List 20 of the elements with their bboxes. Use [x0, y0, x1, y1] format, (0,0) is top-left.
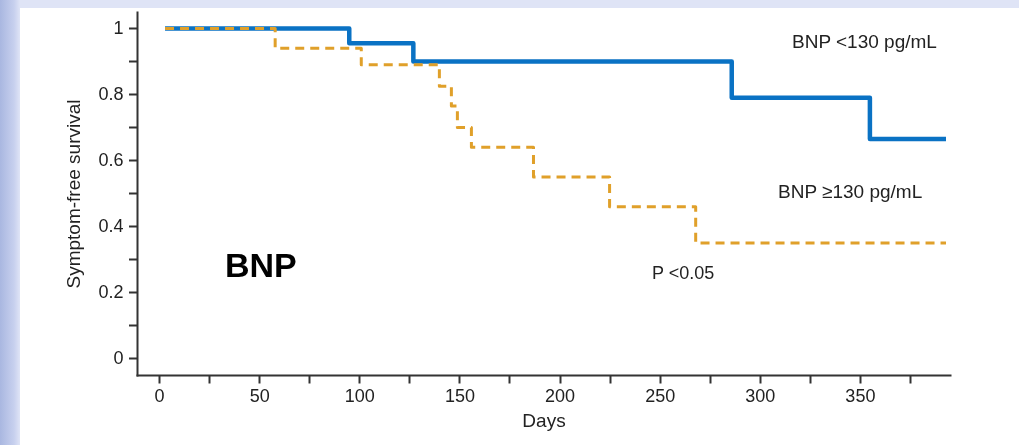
- x-tick-label: 100: [344, 385, 375, 406]
- annotation: P <0.05: [652, 263, 715, 283]
- y-tick-label: 0.8: [98, 84, 124, 104]
- x-tick-label: 0: [154, 385, 165, 406]
- text: BNP ≥130 pg/mL: [778, 181, 923, 202]
- y-tick-label: 0: [113, 348, 124, 368]
- text: BNP <130 pg/mL: [792, 31, 937, 52]
- y-tick-label: 0.4: [98, 216, 124, 236]
- annotation: BNP: [225, 246, 297, 284]
- x-tick-label: 350: [845, 385, 876, 406]
- x-axis-title: Days: [522, 409, 566, 431]
- x-tick-label: 200: [545, 385, 576, 406]
- y-tick-label: 1: [113, 18, 124, 38]
- x-tick-label: 250: [645, 385, 676, 406]
- y-tick-label: 0.6: [98, 150, 124, 170]
- x-tick-label: 300: [745, 385, 776, 406]
- x-tick-label: 50: [249, 385, 270, 406]
- x-tick-label: 150: [444, 385, 475, 406]
- y-axis-title: Symptom-free survival: [63, 99, 85, 289]
- y-tick-label: 0.2: [98, 282, 124, 302]
